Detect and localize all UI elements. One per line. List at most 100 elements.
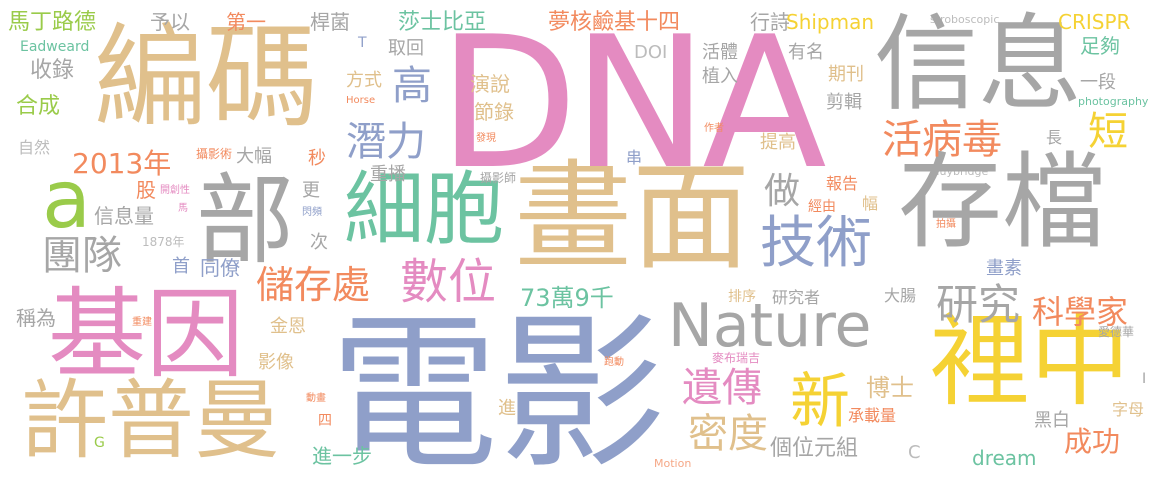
word-chengwei: 稱為	[16, 306, 56, 330]
word-jishu: 技術	[760, 211, 872, 276]
word-youming: 有名	[788, 42, 824, 63]
word-faxian: 發現	[476, 133, 496, 144]
word-photography: photography	[1078, 95, 1149, 108]
word-tongliao: 同僚	[200, 256, 240, 280]
word-doi: DOI	[634, 42, 668, 63]
word-xinxiliang: 信息量	[94, 204, 154, 228]
word-shoulu: 收錄	[30, 58, 75, 83]
word-chucunchu: 儲存處	[256, 263, 371, 307]
word-dream: dream	[972, 446, 1037, 470]
word-duan: 短	[1088, 109, 1128, 155]
word-ganjun: 桿菌	[310, 10, 350, 34]
word-kexuejia: 科學家	[1032, 293, 1129, 331]
word-huasu: 畫素	[986, 258, 1022, 279]
word-yanjiu: 研究	[936, 280, 1021, 329]
word-qianli: 潛力	[346, 119, 426, 165]
word-xin: 新	[790, 367, 850, 437]
word-ziran: 自然	[18, 138, 51, 157]
word-a: a	[42, 153, 92, 246]
word-chuan: 串	[626, 148, 643, 167]
word-t: T	[358, 35, 367, 51]
word-gao: 高	[392, 63, 432, 109]
word-i: I	[1142, 371, 1147, 387]
word-xupuman: 許普曼	[22, 371, 280, 471]
word-c: C	[908, 442, 921, 463]
word-xinxi: 信息	[874, 3, 1083, 125]
word-muybridge: Muybridge	[930, 165, 989, 178]
word-y2013: 2013年	[72, 147, 172, 180]
word-paixu: 排序	[728, 289, 756, 305]
word-horse: Horse	[346, 95, 376, 106]
word-motion: Motion	[654, 457, 692, 470]
word-dna: DNA	[438, 0, 827, 209]
word-dachang: 大腸	[884, 286, 917, 305]
word-jiyin: 基因	[48, 278, 245, 392]
word-yuyi: 予以	[150, 10, 190, 34]
word-chengzailiang: 承載量	[848, 406, 897, 425]
word-miao: 秒	[308, 148, 326, 169]
word-xingshi: 行詩	[750, 10, 790, 34]
word-chongjian: 重建	[132, 317, 152, 328]
word-g: G	[94, 435, 105, 451]
word-jinyibu: 進一步	[312, 444, 372, 468]
word-shanpin: 閃頻	[302, 207, 322, 218]
word-tuandui: 團隊	[42, 233, 122, 279]
word-yanjiuzhe: 研究者	[772, 288, 821, 307]
word-si: 四	[318, 413, 332, 429]
word-zimu: 字母	[1112, 400, 1145, 419]
word-ci: 次	[310, 232, 328, 253]
word-yiduan: 一段	[1080, 72, 1116, 93]
word-fangshi: 方式	[346, 70, 382, 91]
word-gu: 股	[136, 178, 156, 202]
word-kaichuangxing: 開創性	[160, 185, 190, 196]
word-crispr: CRISPR	[1058, 10, 1131, 34]
word-stroboscopic: stroboscopic	[930, 13, 1000, 26]
word-eadweard: Eadweard	[20, 39, 90, 55]
word-huoti: 活體	[702, 42, 738, 63]
word-dafu: 大幅	[236, 146, 272, 167]
word-midu: 密度	[688, 411, 768, 457]
word-zugou: 足夠	[1080, 34, 1120, 58]
word-shuwei: 數位	[400, 254, 497, 310]
word-chenggong: 成功	[1064, 425, 1121, 458]
word-zuozhe: 作者	[704, 123, 724, 134]
word-zhang: 長	[1046, 128, 1063, 147]
word-yichuan: 遺傳	[682, 365, 762, 411]
word-huobingdu: 活病毒	[882, 117, 1002, 163]
word-jianji: 剪輯	[826, 92, 862, 113]
word-bianma: 編碼	[94, 13, 318, 143]
word-shashibiya: 莎士比亞	[398, 10, 487, 35]
word-cundang: 存檔	[898, 141, 1107, 263]
word-qikan: 期刊	[828, 64, 864, 85]
word-jielu: 節錄	[474, 100, 514, 124]
word-fu: 幅	[862, 194, 879, 213]
word-baogao: 報告	[826, 174, 859, 193]
word-yanshuo: 演說	[470, 72, 510, 96]
word-jingyou: 經由	[808, 199, 836, 215]
word-paodong: 跑動	[604, 357, 624, 368]
word-aidehua: 愛德華	[1098, 325, 1135, 339]
word-mabuliji: 麥布瑞吉	[712, 351, 761, 365]
word-shou: 首	[172, 256, 190, 277]
word-geng: 更	[302, 180, 320, 201]
word-bu: 部	[196, 164, 295, 278]
word-chongbo: 重播	[370, 164, 406, 185]
word-nature: Nature	[668, 291, 872, 361]
word-hecheng: 合成	[16, 94, 61, 119]
word-huamian: 畫面	[514, 148, 751, 286]
word-gewei: 個位元組	[770, 436, 859, 461]
word-jinen: 金恩	[270, 316, 306, 337]
word-sheyingshi: 攝影師	[480, 171, 517, 185]
word-zuo: 做	[764, 171, 801, 212]
word-y1878: 1878年	[142, 235, 185, 249]
word-sheyingshu: 攝影術	[196, 147, 233, 161]
word-zhiru: 植入	[702, 66, 738, 87]
word-lizhong: 裡中	[930, 303, 1130, 420]
word-heibai: 黑白	[1034, 410, 1070, 431]
word-ma: 馬	[178, 203, 188, 214]
word-dongzhe: 動畫	[306, 393, 326, 404]
word-madinglude: 馬丁路德	[8, 10, 97, 35]
word-jin: 進	[498, 398, 516, 419]
word-xibao: 細胞	[344, 163, 504, 256]
